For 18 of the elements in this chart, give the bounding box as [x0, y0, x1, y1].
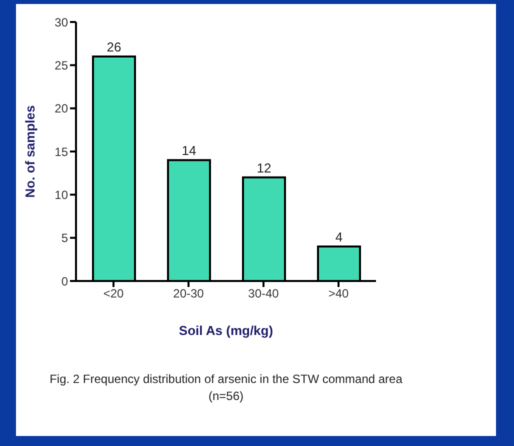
y-tick-label: 20: [54, 102, 68, 116]
y-tick-label: 0: [61, 274, 68, 288]
x-tick-label: >40: [328, 286, 349, 301]
x-axis-title: Soil As (mg/kg): [178, 323, 274, 338]
data-label: 14: [182, 143, 196, 158]
y-tick-label: 10: [54, 188, 68, 202]
y-tick-label: 5: [61, 231, 68, 246]
x-tick-label: 20-30: [173, 286, 204, 301]
y-tick-label: 30: [54, 15, 68, 30]
y-axis-title: No. of samples: [22, 105, 38, 198]
x-tick-label: 30-40: [248, 286, 280, 301]
data-label: 12: [256, 160, 272, 176]
y-tick-label: 15: [54, 144, 68, 159]
data-label: 4: [335, 229, 343, 244]
x-tick-label: <20: [103, 286, 124, 301]
caption: Fig. 2 Frequency distribution of arsenic in the STW command area (n=56): [48, 371, 404, 405]
data-label: 26: [106, 40, 122, 55]
y-tick-label: 25: [54, 58, 68, 72]
